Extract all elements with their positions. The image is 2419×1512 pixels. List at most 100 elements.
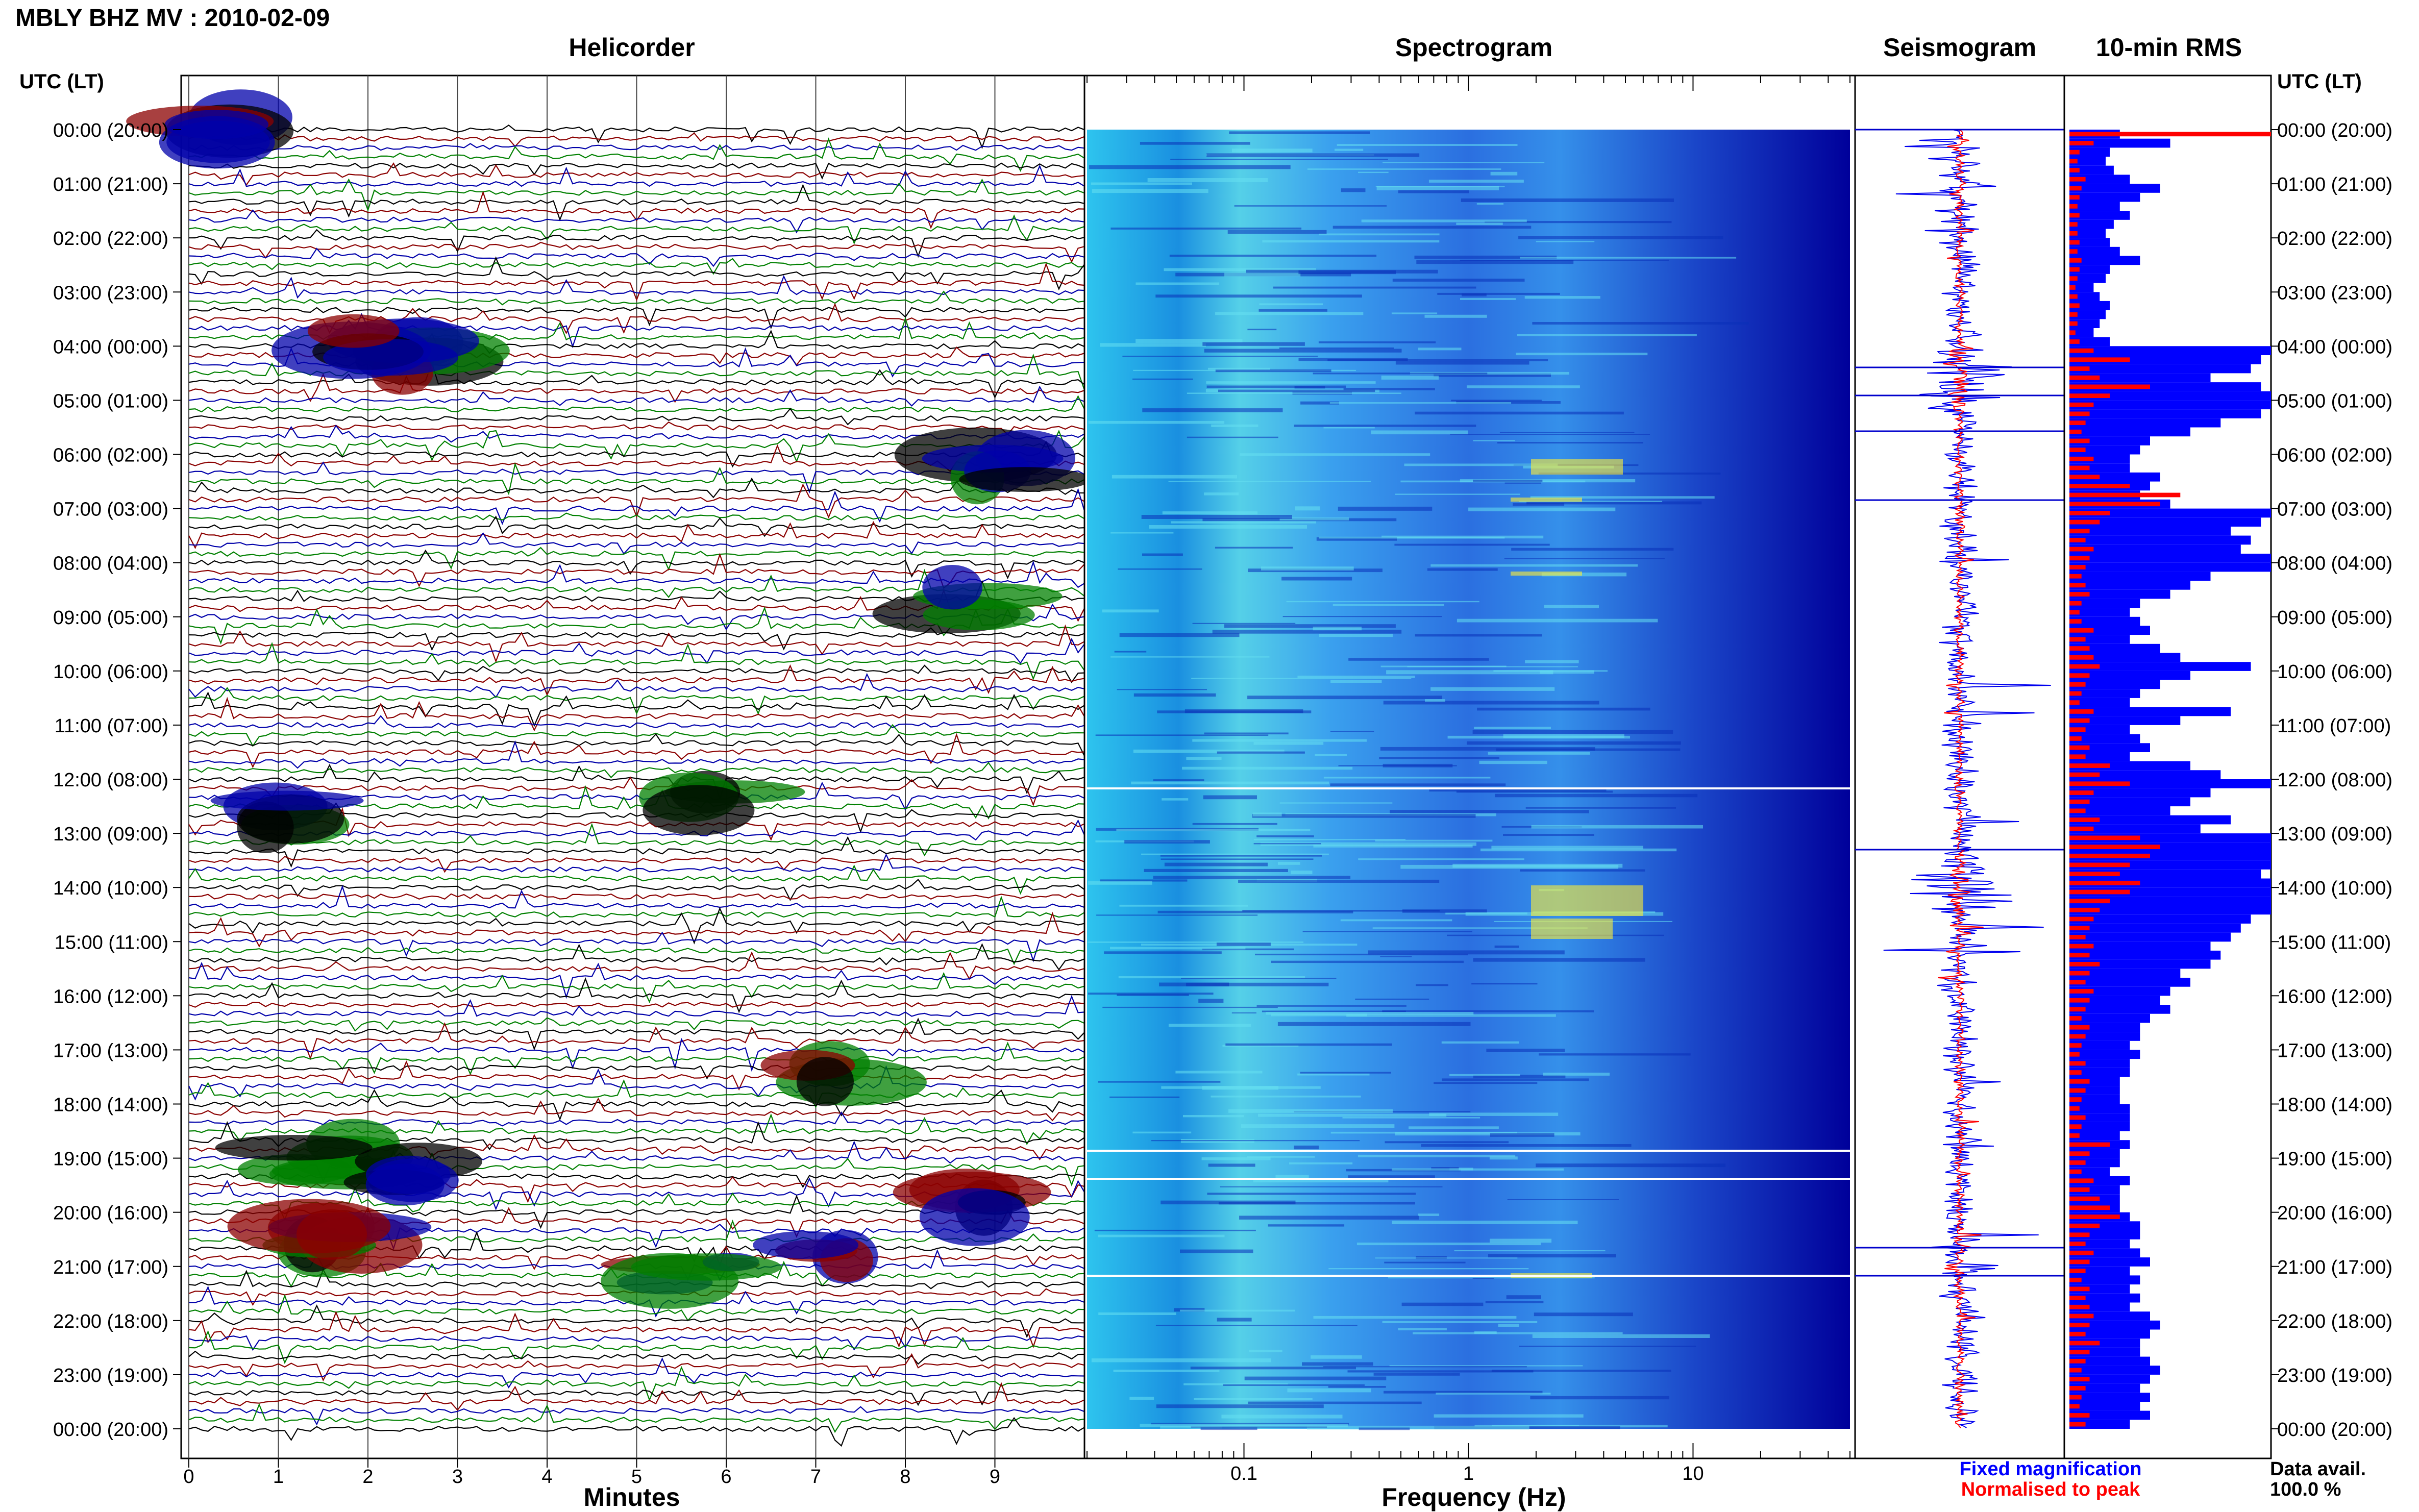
helicorder-trace — [188, 733, 1085, 769]
spectrogram-texture — [1330, 783, 1506, 786]
spectrogram-texture — [1247, 696, 1442, 700]
spectrogram-texture — [1224, 272, 1301, 277]
hour-label-right: 01:00 (21:00) — [2277, 174, 2392, 195]
spectrogram-texture — [1494, 945, 1519, 948]
rms-fixed-bar — [2069, 246, 2120, 256]
rms-normalised-bar — [2069, 1142, 2110, 1147]
helicorder-trace — [188, 907, 1085, 945]
spectrogram-texture — [1429, 1112, 1559, 1116]
spectrogram-texture — [1313, 845, 1473, 848]
spectrogram-texture — [1241, 1124, 1395, 1128]
spectrogram-texture — [1278, 862, 1300, 865]
rms-normalised-bar — [2069, 862, 2130, 867]
spectrogram-texture — [1511, 548, 1674, 551]
spectrogram-texture — [1372, 927, 1588, 929]
helicorder-trace — [188, 1406, 1085, 1426]
spectrogram-texture — [1187, 436, 1278, 438]
rms-normalised-bar — [2069, 429, 2082, 434]
spectrogram-texture — [1129, 1397, 1154, 1400]
rms-normalised-bar — [2069, 195, 2080, 200]
spectrogram-texture — [1498, 1324, 1519, 1327]
rms-normalised-bar — [2069, 366, 2090, 371]
spectrogram-texture — [1218, 389, 1375, 392]
spectrogram-texture — [1142, 408, 1283, 412]
spectrogram-texture — [1335, 148, 1364, 151]
rms-fixed-bar — [2069, 400, 2271, 410]
rms-fixed-bar — [2069, 544, 2241, 554]
rms-fixed-bar — [2069, 986, 2170, 996]
spectrogram-texture — [1175, 1071, 1263, 1074]
spectrogram-texture — [1220, 1186, 1443, 1187]
spectrogram-texture — [1311, 1355, 1362, 1359]
spectrogram-texture — [1329, 402, 1512, 404]
spectrogram-texture — [1302, 1362, 1373, 1366]
rms-fixed-bar — [2069, 797, 2190, 807]
spectrogram-texture — [1323, 1366, 1527, 1368]
spectrogram-texture — [1211, 424, 1258, 427]
hour-label-right: 05:00 (01:00) — [2277, 390, 2392, 412]
spectrogram-texture — [1217, 751, 1305, 754]
spectrogram-texture — [1271, 960, 1464, 963]
rms-fixed-bar — [2069, 1356, 2150, 1366]
spectrogram-texture — [1526, 501, 1702, 505]
hour-label-left: 02:00 (22:00) — [53, 228, 168, 250]
helicorder-trace — [188, 977, 1085, 1013]
rms-fixed-bar — [2069, 229, 2106, 238]
rms-fixed-bar — [2069, 788, 2211, 798]
spectrogram-texture — [1401, 1302, 1484, 1306]
spectrogram-texture — [1149, 525, 1307, 529]
spectrogram-texture — [1492, 1425, 1579, 1426]
spectrogram-texture — [1342, 1117, 1480, 1119]
rms-normalised-bar — [2069, 835, 2140, 840]
helicorder-trace — [188, 673, 1085, 699]
rms-normalised-bar — [2069, 1386, 2086, 1391]
spectrogram-texture — [1450, 434, 1650, 435]
rms-normalised-bar — [2069, 1368, 2082, 1373]
spectrogram-texture — [1216, 943, 1271, 946]
spectrogram-hotspot — [1511, 498, 1582, 502]
spectrogram-texture — [1238, 879, 1440, 883]
spectrogram-texture — [1266, 1012, 1474, 1015]
rms-normalised-bar — [2069, 889, 2130, 895]
spectrogram-tick-label: 0.1 — [1230, 1463, 1257, 1484]
spectrogram-texture — [1157, 710, 1312, 713]
helicorder-trace — [188, 290, 1085, 306]
rms-normalised-bar — [2069, 1205, 2110, 1210]
rms-normalised-bar — [2069, 448, 2086, 452]
spectrogram-texture — [1530, 1396, 1669, 1400]
minute-tick-label: 7 — [810, 1466, 821, 1488]
hour-label-right: 03:00 (23:00) — [2277, 282, 2392, 304]
helicorder-trace — [188, 547, 1085, 571]
spectrogram-texture — [1302, 931, 1472, 932]
spectrogram-texture — [1416, 984, 1448, 986]
spectrogram-texture — [1153, 779, 1204, 781]
rms-fixed-bar — [2069, 734, 2140, 743]
helicorder-trace — [188, 961, 1085, 999]
rms-fixed-bar — [2069, 959, 2211, 969]
spectrogram-texture — [1356, 1243, 1541, 1246]
rms-normalised-bar — [2069, 547, 2094, 552]
spectrogram-texture — [1539, 1053, 1691, 1056]
rms-normalised-bar — [2069, 817, 2100, 822]
spectrogram-texture — [1437, 292, 1560, 295]
spectrogram-texture — [1119, 633, 1240, 637]
hour-label-left: 01:00 (21:00) — [53, 174, 168, 195]
spectrogram-texture — [1371, 430, 1468, 435]
rms-fixed-bar — [2069, 707, 2231, 716]
spectrogram-texture — [1383, 162, 1545, 163]
spectrogram-texture — [1183, 1383, 1288, 1385]
rms-fixed-bar — [2069, 165, 2114, 175]
rms-normalised-bar — [2069, 529, 2090, 534]
spectrogram-texture — [1338, 506, 1433, 511]
spectrogram-texture — [1156, 1404, 1324, 1408]
spectrogram-texture — [1375, 1257, 1518, 1259]
helicorder-trace — [188, 995, 1085, 1017]
spectrogram-texture — [1316, 537, 1397, 541]
spectrogram-texture — [1286, 601, 1479, 603]
helicorder-trace — [188, 520, 1085, 550]
spectrogram-texture — [1291, 871, 1313, 875]
rms-normalised-bar — [2069, 465, 2090, 470]
spectrogram-texture — [1277, 1022, 1471, 1026]
spectrogram-texture — [1385, 1141, 1509, 1144]
spectrogram-texture — [1140, 1424, 1348, 1427]
